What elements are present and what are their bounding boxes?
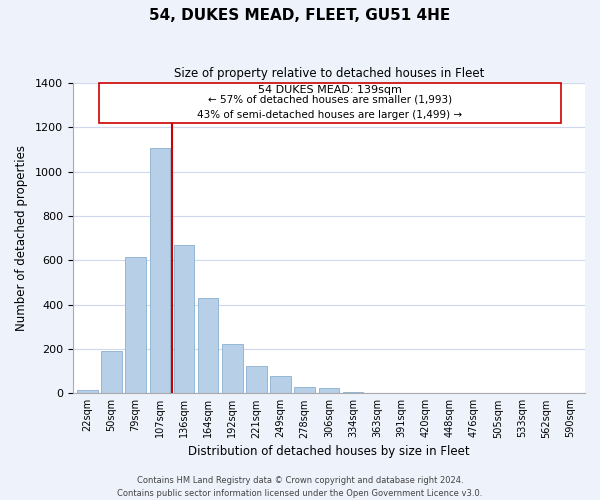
Bar <box>222 344 242 394</box>
Bar <box>125 257 146 394</box>
Title: Size of property relative to detached houses in Fleet: Size of property relative to detached ho… <box>174 68 484 80</box>
Bar <box>319 388 339 394</box>
Text: 54, DUKES MEAD, FLEET, GU51 4HE: 54, DUKES MEAD, FLEET, GU51 4HE <box>149 8 451 22</box>
Bar <box>101 350 122 394</box>
Text: Contains HM Land Registry data © Crown copyright and database right 2024.
Contai: Contains HM Land Registry data © Crown c… <box>118 476 482 498</box>
Bar <box>198 298 218 394</box>
Text: 43% of semi-detached houses are larger (1,499) →: 43% of semi-detached houses are larger (… <box>197 110 463 120</box>
Bar <box>271 376 291 394</box>
Bar <box>343 392 364 394</box>
Y-axis label: Number of detached properties: Number of detached properties <box>15 145 28 331</box>
Bar <box>99 84 561 124</box>
X-axis label: Distribution of detached houses by size in Fleet: Distribution of detached houses by size … <box>188 444 470 458</box>
Text: 54 DUKES MEAD: 139sqm: 54 DUKES MEAD: 139sqm <box>258 85 402 95</box>
Text: ← 57% of detached houses are smaller (1,993): ← 57% of detached houses are smaller (1,… <box>208 94 452 104</box>
Bar <box>77 390 98 394</box>
Bar <box>295 387 315 394</box>
Bar <box>173 245 194 394</box>
Bar <box>149 148 170 394</box>
Bar <box>246 366 266 394</box>
Bar <box>367 392 388 394</box>
